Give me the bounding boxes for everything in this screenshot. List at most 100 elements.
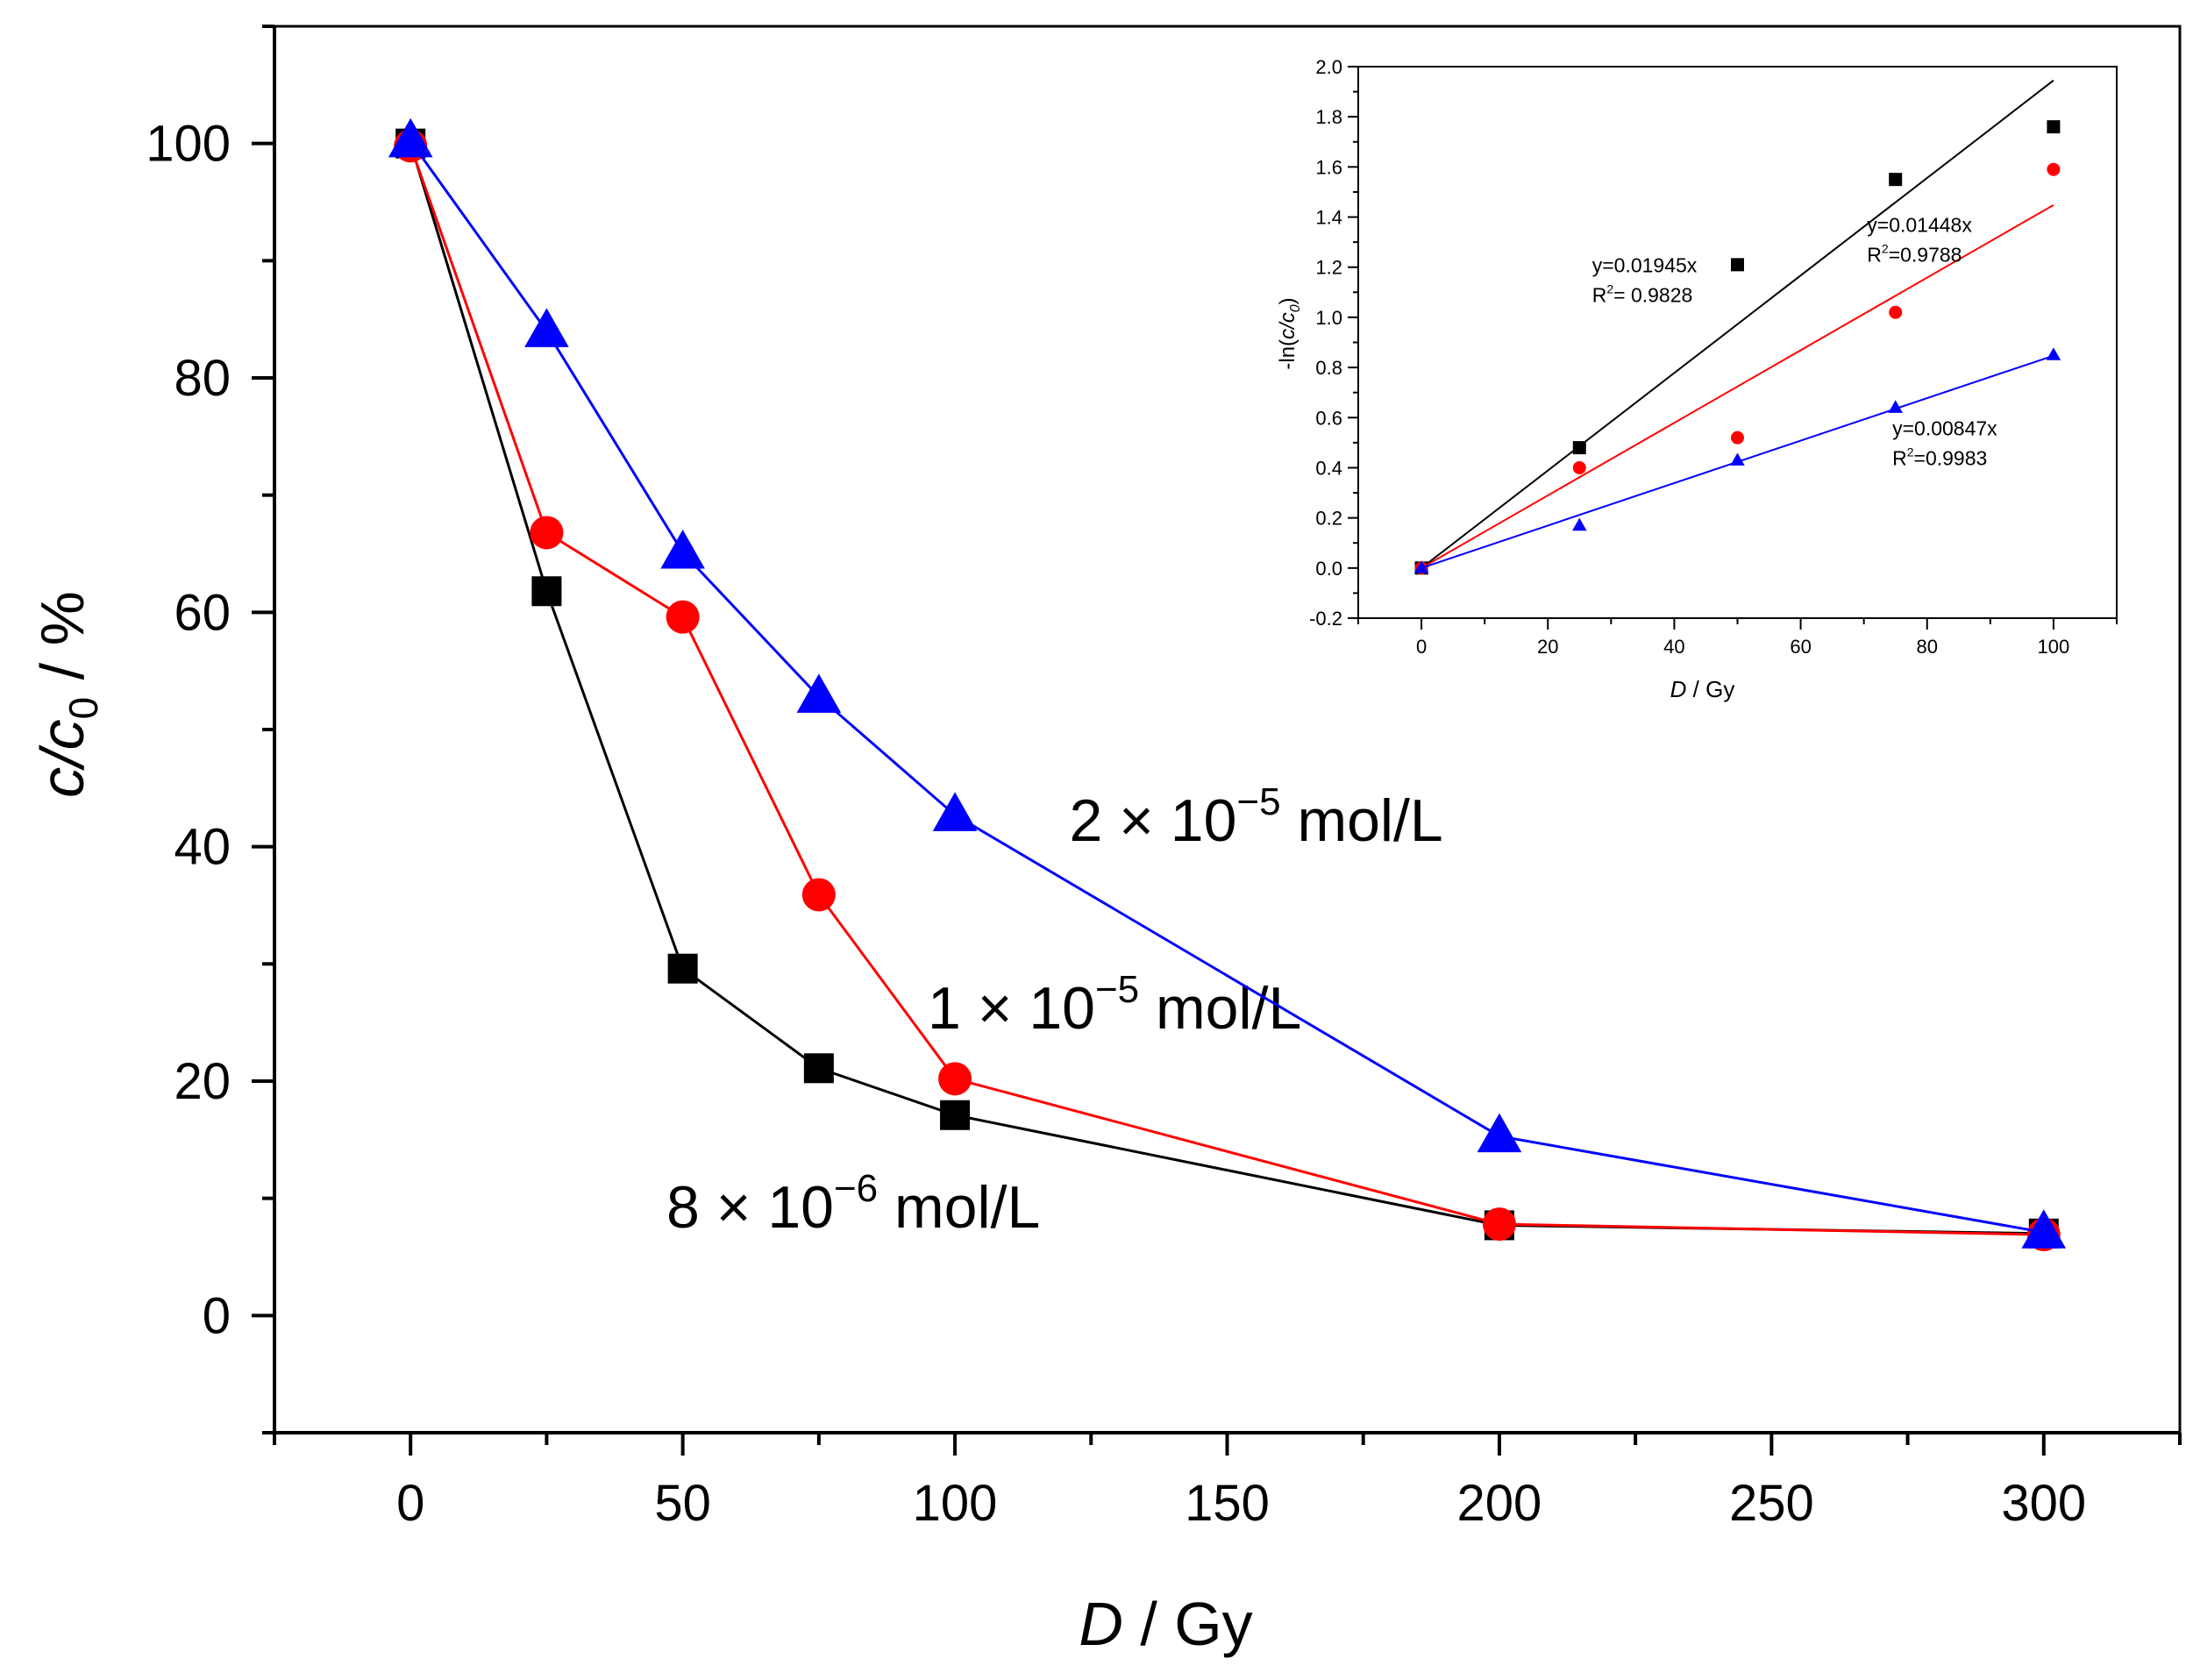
inset-data-point-circle (1731, 431, 1744, 445)
inset-data-point-circle (1889, 305, 1903, 319)
x-tick-label: 0 (396, 1475, 424, 1532)
data-point-square (667, 953, 698, 984)
inset-x-axis-title-unit: / Gy (1686, 676, 1734, 702)
series-label-base: 8 × 10 (666, 1174, 834, 1241)
inset-plot: 0 20 40 60 80 100-0.20.00.20.40.60.81.01.21.4… (1276, 56, 2118, 702)
x-tick-label: 100 (913, 1475, 998, 1532)
inset-fit-r2: R2= 0.9828 (1592, 281, 1693, 306)
inset-data-point-triangle (2046, 347, 2061, 360)
series-label-exponent: −5 (1236, 780, 1280, 823)
inset-y-tick-label: 1.6 (1315, 156, 1342, 178)
inset-frame (1357, 66, 2118, 619)
inset-y-tick-label: 1.8 (1315, 106, 1342, 128)
series-label-exponent: −6 (834, 1167, 878, 1210)
inset-fit-r2-symbol: R (1867, 244, 1882, 267)
series-label-unit: mol/L (1139, 975, 1301, 1042)
inset-data-point-triangle (1413, 560, 1429, 573)
y-axis-title: c/c0 / % (28, 591, 106, 798)
data-point-triangle (388, 117, 433, 158)
inset-y-axis-title-variable: c/c (1276, 312, 1299, 339)
y-tick-label: 20 (174, 1053, 231, 1110)
y-axis-title-unit: / % (28, 591, 96, 697)
inset-y-tick-label: 0.4 (1315, 457, 1342, 479)
inset-fit-r2-value: =0.9983 (1914, 446, 1988, 469)
series-label-base: 2 × 10 (1069, 787, 1236, 854)
inset-data-point-triangle (1572, 517, 1587, 531)
inset-y-tick-label: 0.8 (1315, 357, 1342, 379)
y-tick-label: 0 (203, 1287, 231, 1344)
inset-fit-equation: y=0.00847x (1892, 416, 1997, 439)
x-tick-label: 150 (1185, 1475, 1270, 1532)
x-tick-label: 50 (654, 1475, 711, 1532)
series-label-exponent: −5 (1095, 968, 1139, 1011)
series-triangle (388, 117, 2067, 1249)
inset-x-tick-label: 0 (1416, 636, 1427, 658)
inset-data-point-circle (2047, 162, 2061, 176)
inset-data-point-circle (1572, 460, 1586, 474)
x-tick-label: 300 (2001, 1475, 2086, 1532)
data-point-square (803, 1053, 834, 1084)
inset-y-tick-label: 1.0 (1315, 307, 1342, 329)
inset-x-tick-label: 60 (1790, 636, 1811, 658)
data-point-circle (1482, 1207, 1516, 1242)
x-axis-title-unit: / Gy (1123, 1590, 1253, 1658)
y-tick-label: 40 (174, 819, 231, 876)
inset-y-axis: -0.2 0.0 0.2 0.4 0.6 0.8 1.0 1.2 1.4 1.6 1.8 2.0 (1309, 56, 1358, 630)
inset-y-tick-label: -0.2 (1309, 608, 1342, 630)
x-tick-label: 200 (1457, 1475, 1542, 1532)
inset-series-square (1414, 79, 2061, 575)
x-axis-title-variable: D (1079, 1590, 1123, 1658)
inset-y-tick-label: 0.2 (1315, 508, 1342, 530)
inset-x-axis-title-variable: D (1670, 676, 1687, 702)
inset-y-tick-label: 1.2 (1315, 257, 1342, 279)
series-label-base: 1 × 10 (928, 975, 1095, 1042)
inset-fit-r2-symbol: R (1892, 446, 1907, 469)
inset-x-tick-label: 80 (1917, 636, 1938, 658)
inset-x-tick-label: 20 (1537, 636, 1558, 658)
y-tick-label: 100 (146, 116, 231, 173)
inset-y-axis-title-subscript: 0 (1288, 304, 1303, 312)
series-label: 2 × 10−5 mol/L (1069, 780, 1442, 854)
series-label: 1 × 10−5 mol/L (928, 968, 1301, 1042)
inset-fit-line (1420, 203, 2054, 569)
data-point-circle (938, 1062, 972, 1096)
inset-fit-equation: y=0.01945x (1592, 253, 1698, 276)
series-label-unit: mol/L (1281, 787, 1443, 854)
inset-y-axis-title-suffix: ) (1276, 297, 1299, 304)
inset-fit-r2-value: = 0.9828 (1613, 283, 1692, 306)
y-axis: 0 20 40 60 80 100 (146, 25, 276, 1434)
inset-data-point-triangle (1888, 400, 1903, 413)
inset-series-circle (1414, 162, 2061, 575)
x-axis-title: D / Gy (1079, 1590, 1252, 1658)
y-tick-label: 60 (174, 584, 231, 641)
inset-y-axis-title: -ln(c/c0) (1276, 297, 1303, 369)
data-point-triangle (660, 529, 705, 569)
data-point-triangle (796, 673, 842, 713)
inset-x-axis-title: D / Gy (1670, 676, 1735, 702)
inset-y-tick-label: 0.6 (1315, 407, 1342, 429)
y-tick-label: 80 (174, 350, 231, 407)
series-circle (394, 129, 2061, 1252)
inset-fit-r2-exponent: 2 (1907, 445, 1914, 459)
data-point-triangle (932, 792, 978, 831)
data-point-square (531, 576, 562, 607)
data-point-triangle (1477, 1113, 1522, 1153)
inset-data-point-square (1889, 173, 1903, 187)
data-point-square (940, 1100, 971, 1130)
inset-fit-equation: y=0.01448x (1867, 214, 1972, 237)
y-axis-title-variable: c/c (28, 719, 96, 797)
series-label: 8 × 10−6 mol/L (666, 1167, 1040, 1241)
data-point-circle (801, 878, 836, 912)
inset-fit-r2: R2=0.9983 (1892, 445, 1987, 469)
data-point-circle (666, 600, 700, 634)
inset-data-point-square (1572, 441, 1586, 455)
inset-fit-r2: R2=0.9788 (1867, 242, 1962, 267)
inset-x-axis: 0 20 40 60 80 100 (1357, 618, 2118, 658)
inset-data-point-square (1731, 258, 1744, 272)
inset-y-axis-title-prefix: -ln( (1276, 339, 1299, 370)
data-point-triangle (2021, 1209, 2067, 1249)
x-tick-label: 250 (1729, 1475, 1814, 1532)
inset-y-tick-label: 1.4 (1315, 207, 1342, 229)
inset-fit-r2-exponent: 2 (1882, 242, 1889, 256)
inset-y-tick-label: 0.0 (1315, 558, 1342, 580)
